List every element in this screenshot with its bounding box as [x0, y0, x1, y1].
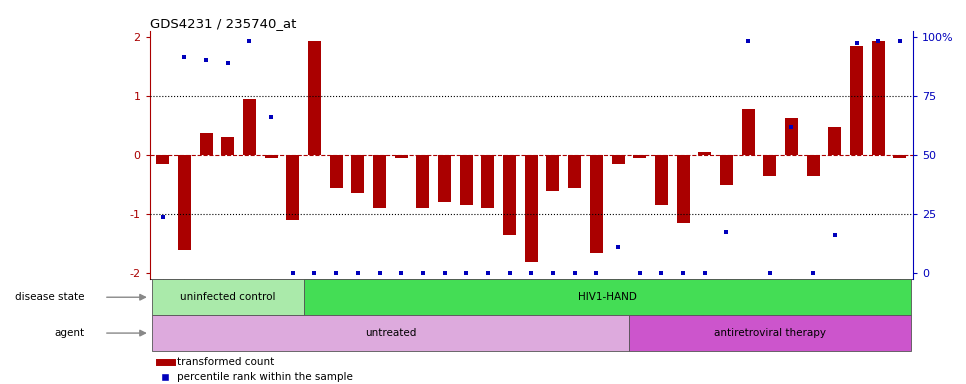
Bar: [303, 279, 911, 315]
Bar: [265, 155, 277, 158]
Bar: [460, 155, 472, 205]
Text: GDS4231 / 235740_at: GDS4231 / 235740_at: [150, 17, 297, 30]
Text: GSM697517: GSM697517: [896, 282, 903, 326]
Text: GSM697514: GSM697514: [832, 282, 838, 326]
Text: GSM697512: GSM697512: [788, 282, 794, 326]
Text: antiretroviral therapy: antiretroviral therapy: [714, 328, 826, 338]
Text: GSM697493: GSM697493: [377, 282, 383, 326]
Text: GSM697510: GSM697510: [745, 282, 752, 326]
Text: GSM697506: GSM697506: [659, 282, 665, 326]
Legend: transformed count, percentile rank within the sample: transformed count, percentile rank withi…: [155, 353, 356, 384]
Bar: [547, 155, 559, 190]
Bar: [629, 315, 911, 351]
Bar: [152, 315, 629, 351]
Text: GSM697507: GSM697507: [680, 282, 686, 326]
Bar: [243, 99, 256, 155]
Bar: [525, 155, 538, 262]
Text: uninfected control: uninfected control: [180, 292, 275, 302]
Text: GSM697484: GSM697484: [182, 282, 187, 326]
Text: disease state: disease state: [15, 292, 85, 302]
Bar: [200, 132, 213, 155]
Bar: [373, 155, 386, 208]
Text: GSM697490: GSM697490: [311, 282, 318, 326]
Text: GSM697513: GSM697513: [810, 282, 816, 326]
Text: agent: agent: [55, 328, 85, 338]
Bar: [152, 279, 303, 315]
Bar: [568, 155, 582, 187]
Text: HIV1-HAND: HIV1-HAND: [578, 292, 637, 302]
Bar: [785, 118, 798, 155]
Text: untreated: untreated: [365, 328, 416, 338]
Bar: [611, 155, 625, 164]
Text: GSM697492: GSM697492: [355, 282, 361, 326]
Bar: [286, 155, 299, 220]
Text: GSM697504: GSM697504: [615, 282, 621, 326]
Bar: [156, 155, 169, 164]
Text: GSM697487: GSM697487: [246, 282, 252, 326]
Bar: [742, 109, 754, 155]
Text: GSM697499: GSM697499: [506, 282, 513, 326]
Bar: [352, 155, 364, 194]
Bar: [763, 155, 777, 176]
Text: GSM697500: GSM697500: [528, 282, 534, 326]
Bar: [698, 152, 711, 155]
Bar: [807, 155, 819, 176]
Text: GSM697501: GSM697501: [550, 282, 556, 326]
Bar: [871, 41, 885, 155]
Text: GSM697486: GSM697486: [225, 282, 231, 326]
Text: GSM697483: GSM697483: [159, 282, 166, 326]
Bar: [395, 155, 408, 158]
Bar: [178, 155, 191, 250]
Text: GSM697503: GSM697503: [593, 282, 599, 326]
Text: GSM697502: GSM697502: [572, 282, 578, 326]
Text: GSM697505: GSM697505: [637, 282, 642, 326]
Text: GSM697508: GSM697508: [701, 282, 708, 326]
Text: GSM697509: GSM697509: [724, 282, 729, 326]
Bar: [329, 155, 343, 187]
Text: GSM697496: GSM697496: [441, 282, 447, 326]
Bar: [503, 155, 516, 235]
Text: GSM697516: GSM697516: [875, 282, 881, 326]
Bar: [633, 155, 646, 158]
Text: GSM697498: GSM697498: [485, 282, 491, 326]
Bar: [308, 41, 321, 155]
Text: GSM697511: GSM697511: [767, 282, 773, 326]
Text: GSM697491: GSM697491: [333, 282, 339, 326]
Bar: [481, 155, 495, 208]
Text: GSM697497: GSM697497: [464, 282, 469, 326]
Bar: [676, 155, 690, 223]
Bar: [828, 127, 841, 155]
Bar: [221, 137, 235, 155]
Text: GSM697515: GSM697515: [854, 282, 860, 326]
Text: GSM697489: GSM697489: [290, 282, 296, 326]
Text: GSM697495: GSM697495: [420, 282, 426, 326]
Bar: [850, 46, 863, 155]
Bar: [655, 155, 668, 205]
Bar: [720, 155, 733, 185]
Bar: [438, 155, 451, 202]
Text: GSM697485: GSM697485: [203, 282, 209, 326]
Bar: [894, 155, 906, 158]
Text: GSM697488: GSM697488: [269, 282, 274, 326]
Bar: [590, 155, 603, 253]
Bar: [416, 155, 430, 208]
Text: GSM697494: GSM697494: [398, 282, 404, 326]
